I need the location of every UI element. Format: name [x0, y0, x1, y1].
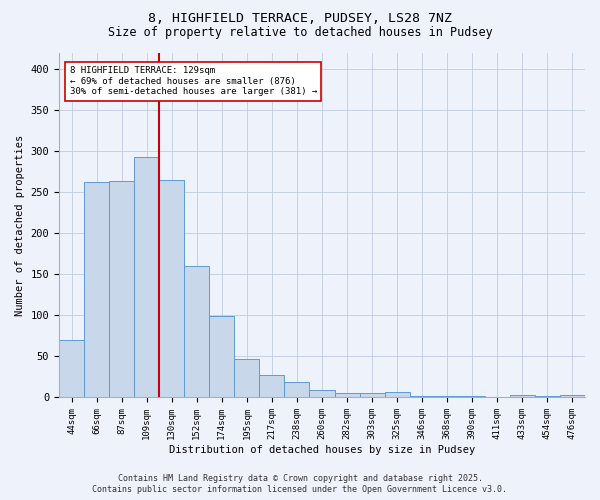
Text: 8 HIGHFIELD TERRACE: 129sqm
← 69% of detached houses are smaller (876)
30% of se: 8 HIGHFIELD TERRACE: 129sqm ← 69% of det… [70, 66, 317, 96]
Bar [284, 382, 310, 398]
Bar [359, 392, 385, 398]
Y-axis label: Number of detached properties: Number of detached properties [15, 134, 25, 316]
Bar [510, 395, 535, 398]
Text: Size of property relative to detached houses in Pudsey: Size of property relative to detached ho… [107, 26, 493, 39]
Bar [460, 396, 485, 398]
Bar [335, 392, 359, 398]
Bar [209, 316, 235, 398]
Bar [184, 266, 209, 398]
Bar [84, 182, 109, 398]
Bar [535, 396, 560, 398]
Bar [435, 396, 460, 398]
Bar [109, 182, 134, 398]
Bar [235, 359, 259, 398]
X-axis label: Distribution of detached houses by size in Pudsey: Distribution of detached houses by size … [169, 445, 475, 455]
Bar [134, 157, 159, 398]
Bar [310, 390, 335, 398]
Bar [159, 180, 184, 398]
Text: Contains HM Land Registry data © Crown copyright and database right 2025.
Contai: Contains HM Land Registry data © Crown c… [92, 474, 508, 494]
Bar [560, 395, 585, 398]
Bar [59, 340, 84, 398]
Bar [385, 392, 410, 398]
Bar [259, 376, 284, 398]
Text: 8, HIGHFIELD TERRACE, PUDSEY, LS28 7NZ: 8, HIGHFIELD TERRACE, PUDSEY, LS28 7NZ [148, 12, 452, 26]
Bar [410, 396, 435, 398]
